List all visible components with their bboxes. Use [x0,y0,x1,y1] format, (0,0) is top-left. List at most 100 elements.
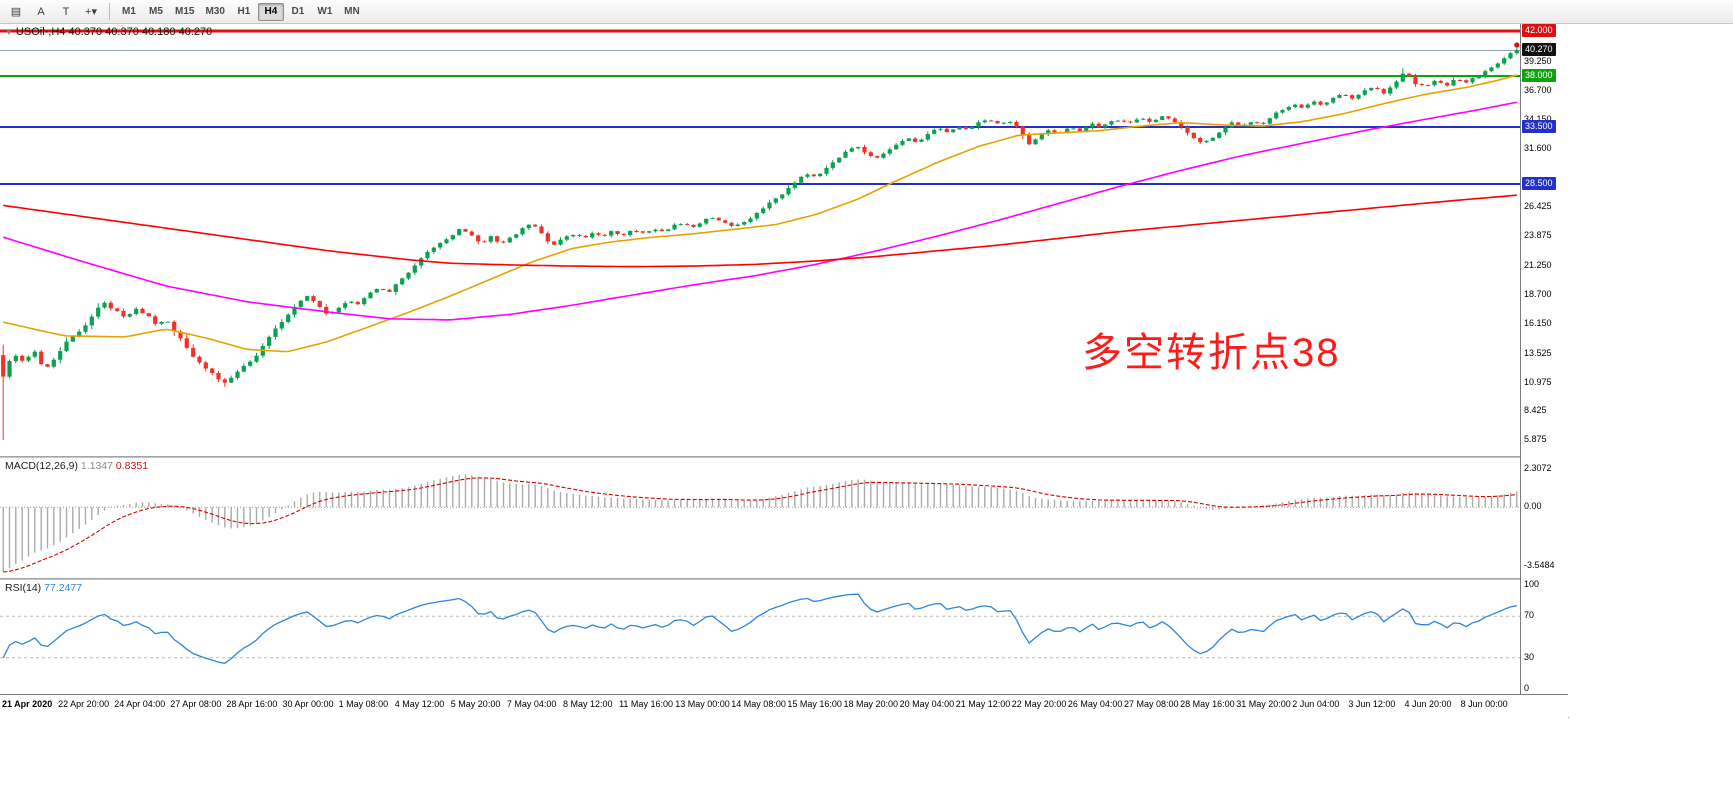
price-tick: 39.250 [1524,55,1552,66]
time-label: 26 May 04:00 [1067,699,1123,709]
hline-price-label: 28.500 [1522,176,1556,190]
timeframe-mn-button[interactable]: MN [344,6,360,17]
time-label: 15 May 16:00 [787,699,842,709]
time-label: 27 Apr 08:00 [170,699,222,709]
panel-splitter[interactable] [0,456,1568,458]
symbol-ohlc-label: ▼ USOil-,H4 40.370 40.370 40.180 40.270 [5,26,212,38]
hline-price-label: 42.000 [1522,24,1556,37]
time-label: 4 Jun 20:00 [1404,699,1452,709]
rsi-line [2,593,1517,664]
timeframe-m5-button[interactable]: M5 [149,6,163,17]
time-label: 2 Jun 04:00 [1292,699,1340,709]
time-label: 1 May 08:00 [338,699,389,709]
main-chart-panel[interactable]: ▼ USOil-,H4 40.370 40.370 40.180 40.270 多… [0,24,1520,456]
price-tick: 8.425 [1524,405,1547,416]
rsi-value: 77.2477 [44,582,83,594]
macd-name: MACD(12,26,9) [5,460,78,472]
time-label: 27 May 08:00 [1124,699,1179,709]
time-label: 3 Jun 12:00 [1348,699,1396,709]
price-tick: 23.875 [1524,230,1552,241]
rsi-name: RSI(14) [5,582,42,594]
time-label: 4 May 12:00 [394,699,445,709]
toolbar-tools: ▤ A T +▾ [4,2,103,22]
time-label: 28 Apr 16:00 [226,699,278,709]
timeframe-m15-button[interactable]: M15 [175,6,195,17]
time-label: 22 Apr 20:00 [58,699,110,709]
rsi-label: RSI(14) 77.2477 [5,582,82,594]
symbol-ohlc-text: USOil-,H4 40.370 40.370 40.180 40.270 [15,26,213,38]
macd-value: 1.1347 [80,460,113,472]
time-label: 28 May 16:00 [1180,699,1235,709]
time-label: 13 May 00:00 [675,699,730,709]
time-label: 8 May 12:00 [563,699,613,709]
price-tick: 31.600 [1524,142,1552,153]
timeframe-buttons: M1 M5 M15 M30 H1 H4 D1 W1 MN [116,2,365,21]
timeframe-m30-button[interactable]: M30 [205,6,225,17]
price-tick: 18.700 [1524,288,1552,299]
rsi-axis-label: 100 [1524,579,1540,589]
time-label: 22 May 20:00 [1011,699,1067,709]
rsi-panel[interactable]: RSI(14) 77.2477 [0,580,1520,694]
candles-layer [1,47,1519,441]
panel-splitter[interactable] [0,578,1568,580]
time-label: 8 Jun 00:00 [1460,699,1508,709]
time-label: 14 May 08:00 [731,699,786,709]
macd-axis-label: 0.00 [1524,501,1542,512]
toolbar: ▤ A T +▾ M1 M5 M15 M30 H1 H4 D1 W1 MN [0,0,1733,24]
price-axis[interactable]: 39.250 36.700 34.150 31.600 26.425 23.875 21.2… [1520,24,1568,694]
drawing-tools-button[interactable]: +▾ [85,6,97,18]
text-label-button[interactable]: T [62,5,70,18]
timeframe-w1-button[interactable]: W1 [317,6,333,17]
price-tick: 26.425 [1524,201,1552,212]
time-label: 21 May 12:00 [955,699,1011,709]
rsi-axis-label: 0 [1524,683,1530,693]
hline-price-label: 33.500 [1522,120,1556,134]
rsi-axis-label: 70 [1524,610,1535,621]
price-tick: 5.875 [1524,434,1547,445]
ma-fast-line [3,74,1518,353]
chart-window: ▼ USOil-,H4 40.370 40.370 40.180 40.270 多… [0,24,1569,718]
time-label: 5 May 20:00 [450,699,501,709]
time-label: 7 May 04:00 [506,699,557,709]
timeframe-h4-button[interactable]: H4 [257,2,284,21]
price-tick: 34.150 [1524,113,1552,124]
macd-panel[interactable]: MACD(12,26,9) 1.1347 0.8351 [0,458,1520,578]
macd-axis-label: -3.5484 [1524,560,1555,571]
price-tick: 10.975 [1524,376,1552,387]
time-axis[interactable]: 21 Apr 2020 22 Apr 20:00 24 Apr 04:00 27 Ap… [0,694,1568,718]
macd-svg [0,474,1520,573]
last-bar-marker [1514,42,1520,48]
time-label: 24 Apr 04:00 [114,699,166,709]
macd-histogram [2,474,1518,572]
timeframe-h1-button[interactable]: H1 [237,6,251,17]
time-label: 30 Apr 00:00 [282,699,334,709]
time-label: 11 May 16:00 [619,699,673,709]
annotate-a-button[interactable]: A [37,5,45,18]
rsi-svg [0,593,1520,664]
time-label: 21 Apr 2020 [2,699,53,709]
time-label: 18 May 20:00 [843,699,899,709]
current-price-label: 40.270 [1522,43,1556,57]
toolbar-separator [109,3,110,20]
price-tick: 13.525 [1524,347,1552,358]
timeframe-d1-button[interactable]: D1 [291,6,305,17]
rsi-axis-label: 30 [1524,651,1535,662]
price-chart-svg [0,29,1520,441]
macd-signal-line [3,477,1517,573]
ma-medium-line [2,101,1517,321]
price-tick: 16.150 [1524,317,1552,328]
symbol-collapse-icon[interactable]: ▼ [5,28,13,37]
charts-list-icon[interactable]: ▤ [10,6,22,18]
macd-signal-value: 0.8351 [115,460,149,472]
macd-label: MACD(12,26,9) 1.1347 0.8351 [5,460,148,472]
time-label: 20 May 04:00 [899,699,955,709]
price-tick: 36.700 [1524,84,1552,95]
ma-slow-line [3,194,1517,268]
hline-price-label: 38.000 [1522,69,1556,83]
timeframe-m1-button[interactable]: M1 [122,6,136,17]
chart-annotation-text: 多空转折点38 [1082,331,1341,375]
macd-axis-label: 2.3072 [1524,462,1552,473]
price-tick: 21.250 [1524,260,1552,271]
time-label: 31 May 20:00 [1236,699,1291,709]
